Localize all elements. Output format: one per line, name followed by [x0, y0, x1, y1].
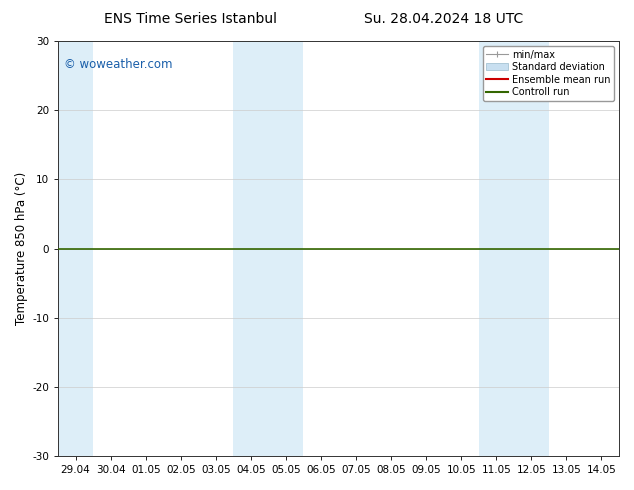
Y-axis label: Temperature 850 hPa (°C): Temperature 850 hPa (°C) [15, 172, 28, 325]
Bar [479, 41, 549, 456]
Bar [233, 41, 304, 456]
Legend: min/max, Standard deviation, Ensemble mean run, Controll run: min/max, Standard deviation, Ensemble me… [482, 46, 614, 101]
Bar [58, 41, 93, 456]
Text: © woweather.com: © woweather.com [63, 58, 172, 71]
Text: ENS Time Series Istanbul: ENS Time Series Istanbul [104, 12, 276, 26]
Text: Su. 28.04.2024 18 UTC: Su. 28.04.2024 18 UTC [364, 12, 524, 26]
